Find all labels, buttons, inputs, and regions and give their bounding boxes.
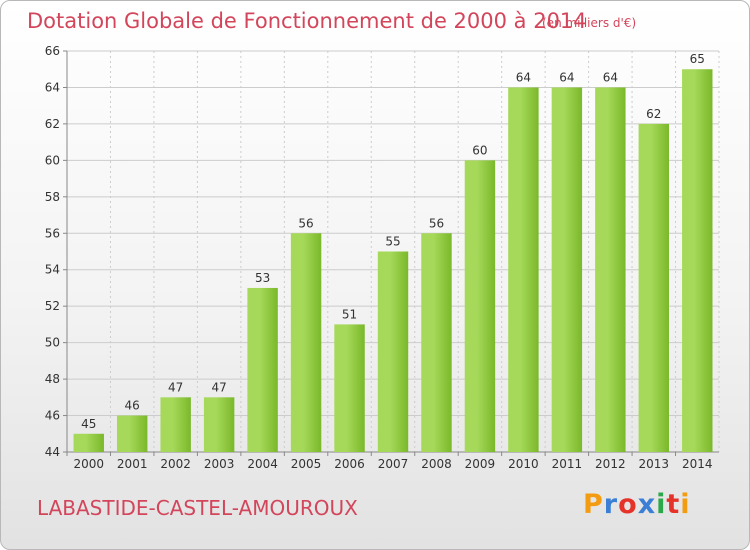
logo-letter: t (666, 489, 681, 520)
data-labels: 45 46 47 47 53 56 51 55 56 60 64 64 64 62 65 (81, 52, 705, 431)
bar[interactable] (73, 433, 104, 452)
logo-letter: i (656, 489, 667, 520)
logo-letter: x (637, 489, 657, 520)
bar-value-label: 53 (255, 271, 270, 285)
bar-value-label: 56 (298, 216, 313, 230)
bar[interactable] (116, 415, 148, 452)
y-tick-label: 64 (45, 80, 60, 94)
bar[interactable] (551, 87, 583, 453)
bar[interactable] (160, 397, 191, 452)
y-tick-label: 62 (45, 117, 60, 131)
chart-unit: (en milliers d'€) (542, 16, 637, 30)
x-tick-label: 2012 (595, 457, 626, 471)
y-tick-label: 48 (45, 372, 60, 386)
x-tick-label: 2000 (73, 457, 104, 471)
logo-letter: r (603, 489, 619, 520)
bar-value-label: 64 (516, 70, 531, 84)
proxiti-logo[interactable]: Proxiti (583, 489, 691, 520)
x-tick-label: 2006 (334, 457, 365, 471)
bar[interactable] (377, 251, 409, 453)
x-tick-label: 2004 (247, 457, 278, 471)
x-tick-label: 2014 (682, 457, 713, 471)
bar-value-label: 47 (168, 380, 183, 394)
bar-value-label: 64 (603, 70, 618, 84)
y-tick-label: 66 (45, 44, 60, 58)
x-tick-label: 2005 (291, 457, 322, 471)
bar[interactable] (682, 69, 713, 453)
x-tick-label: 2013 (639, 457, 670, 471)
bar[interactable] (464, 160, 496, 452)
x-tick-label: 2001 (117, 457, 148, 471)
logo-letter: P (583, 489, 604, 520)
y-tick-label: 44 (45, 445, 60, 459)
y-tick-label: 52 (45, 299, 60, 313)
bar[interactable] (334, 324, 365, 452)
bar[interactable] (508, 87, 539, 453)
bars (73, 69, 713, 453)
x-tick-label: 2003 (204, 457, 235, 471)
bar-value-label: 46 (125, 399, 140, 413)
y-tick-label: 56 (45, 226, 60, 240)
chart-title: Dotation Globale de Fonctionnement de 20… (27, 9, 587, 33)
bar[interactable] (247, 287, 278, 452)
x-tick-label: 2007 (378, 457, 409, 471)
bar[interactable] (638, 123, 670, 452)
y-tick-label: 60 (45, 153, 60, 167)
bar[interactable] (421, 233, 452, 452)
bar-value-label: 51 (342, 307, 357, 321)
y-tick-label: 58 (45, 190, 60, 204)
bar-value-label: 64 (559, 70, 574, 84)
logo-letter: i (680, 489, 691, 520)
y-tick-label: 50 (45, 336, 60, 350)
bar[interactable] (290, 233, 322, 452)
bar-value-label: 62 (646, 107, 661, 121)
bar[interactable] (203, 397, 235, 452)
bar-value-label: 47 (211, 380, 226, 394)
x-tick-label: 2011 (552, 457, 583, 471)
commune-name: LABASTIDE-CASTEL-AMOUROUX (37, 496, 358, 520)
x-tick-label: 2009 (465, 457, 496, 471)
bar-value-label: 65 (690, 52, 705, 66)
bar-value-label: 60 (472, 143, 487, 157)
y-tick-label: 46 (45, 409, 60, 423)
x-tick-label: 2002 (160, 457, 191, 471)
logo-letter: o (618, 489, 638, 520)
x-tick-label: 2010 (508, 457, 539, 471)
x-tick-label: 2008 (421, 457, 452, 471)
bar[interactable] (595, 87, 626, 453)
y-tick-label: 54 (45, 263, 60, 277)
bar-value-label: 55 (385, 235, 400, 249)
bar-value-label: 45 (81, 417, 96, 431)
bar-value-label: 56 (429, 216, 444, 230)
